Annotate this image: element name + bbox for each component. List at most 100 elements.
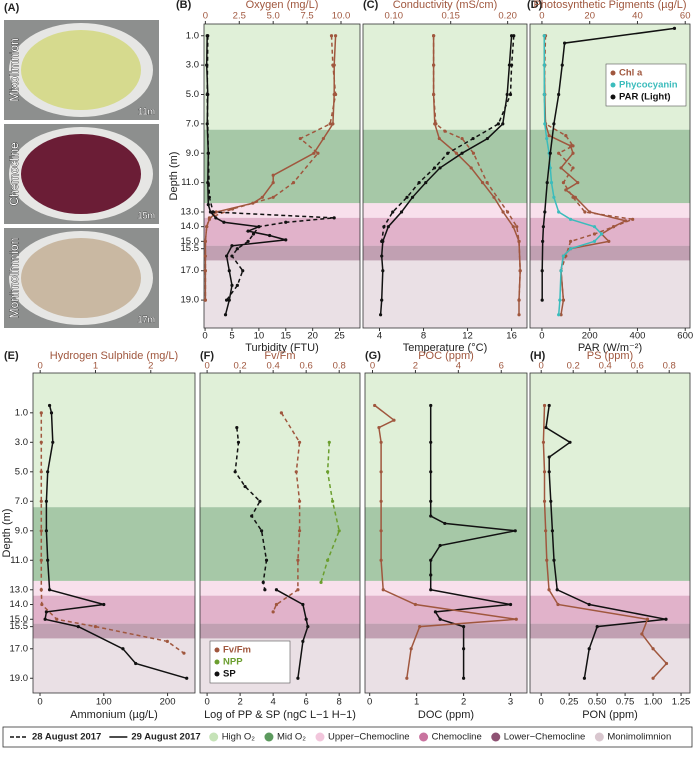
data-point: [39, 529, 43, 533]
zone-band: [204, 129, 360, 204]
data-point: [485, 136, 489, 141]
panel-frame: [529, 23, 691, 329]
x-tick-label: 1: [93, 361, 98, 372]
x-tick-label: 6: [499, 361, 504, 372]
x-tick-label: 0.15: [441, 11, 460, 22]
x-tick-label: 0: [37, 697, 42, 708]
legend-label: Upper−Chemocline: [328, 732, 410, 743]
zone-band: [363, 24, 527, 130]
data-point: [296, 588, 300, 592]
data-point: [379, 529, 383, 533]
series-line: [234, 427, 268, 590]
legend-label: Lower−Chemocline: [504, 732, 586, 743]
data-point: [296, 558, 300, 562]
data-point: [330, 499, 335, 503]
data-point: [558, 298, 562, 302]
data-point: [542, 92, 546, 97]
x-tick-label: 400: [630, 331, 646, 342]
data-point: [576, 181, 580, 185]
filter: [21, 134, 141, 214]
data-point: [469, 166, 473, 170]
y-tick-label: 11.0: [181, 177, 199, 188]
data-point: [257, 225, 261, 229]
data-point: [39, 440, 43, 444]
x-tick-label: 1.00: [644, 697, 663, 708]
x-tick-label: 100: [96, 697, 112, 708]
legend-box: [605, 63, 687, 107]
data-point: [462, 647, 466, 651]
y-tick-label: 7.0: [186, 118, 199, 129]
data-point: [571, 144, 575, 148]
data-point: [214, 210, 218, 214]
data-point: [102, 602, 106, 607]
panel-frame: [32, 372, 196, 694]
data-point: [631, 217, 635, 221]
data-point: [664, 661, 669, 666]
x-tick-label: 0.20: [498, 11, 517, 22]
data-point: [672, 26, 677, 31]
data-point: [410, 195, 415, 199]
data-point: [264, 558, 269, 562]
x-tick-label: 2: [237, 697, 242, 708]
data-point: [230, 244, 234, 248]
data-point: [611, 225, 616, 229]
data-point: [331, 63, 335, 67]
data-point: [47, 588, 52, 592]
y-tick-label: 15.0: [181, 236, 200, 247]
zone-band: [365, 373, 527, 508]
data-point: [203, 298, 207, 302]
x-tick-label: 6: [304, 697, 309, 708]
data-point: [542, 34, 546, 38]
x-tick-label: 0: [539, 361, 544, 372]
data-point: [496, 122, 500, 126]
data-point: [235, 425, 239, 430]
zone-band: [363, 260, 527, 328]
data-point: [230, 283, 234, 288]
legend-label: SP: [223, 669, 236, 680]
depth-label: 15m: [137, 210, 155, 220]
data-point: [513, 529, 517, 533]
data-point: [206, 203, 210, 207]
zone-band: [363, 129, 527, 204]
zone-band: [33, 623, 195, 639]
y-tick-label: 1.0: [186, 30, 199, 41]
data-point: [39, 558, 43, 562]
depth-label: 17m: [137, 314, 155, 324]
data-point: [182, 651, 186, 655]
zone-label: Chemocline: [7, 142, 21, 206]
legend-marker: [315, 732, 325, 742]
x-tick-label: 2: [413, 361, 418, 372]
data-point: [571, 195, 575, 199]
data-point: [492, 195, 496, 199]
data-point: [582, 676, 587, 680]
data-point: [301, 602, 305, 607]
data-point: [327, 440, 331, 444]
data-point: [294, 470, 298, 474]
series-line: [272, 412, 301, 613]
y-axis-title: Depth (m): [1, 509, 13, 558]
x-tick-label: 0: [370, 361, 375, 372]
x-tick-label: 0.6: [300, 361, 313, 372]
data-point: [541, 440, 546, 444]
data-point: [326, 470, 330, 474]
data-point: [326, 558, 330, 562]
legend-marker: [214, 647, 220, 653]
data-point: [251, 232, 256, 236]
y-tick-label: 9.0: [186, 148, 199, 159]
data-point: [446, 151, 450, 155]
data-point: [373, 403, 377, 408]
data-point: [437, 136, 441, 141]
x-tick-label: 4: [270, 697, 275, 708]
data-point: [297, 440, 302, 444]
zone-band: [33, 507, 195, 581]
data-point: [545, 136, 549, 141]
zone-band: [530, 638, 690, 693]
data-point: [405, 676, 409, 680]
x-tick-label: 0.4: [599, 361, 612, 372]
data-point: [382, 225, 386, 229]
data-point: [391, 210, 395, 214]
x-tick-label: 4: [377, 331, 382, 342]
series-line: [379, 35, 513, 315]
series-line: [541, 27, 675, 301]
data-point: [508, 92, 513, 97]
